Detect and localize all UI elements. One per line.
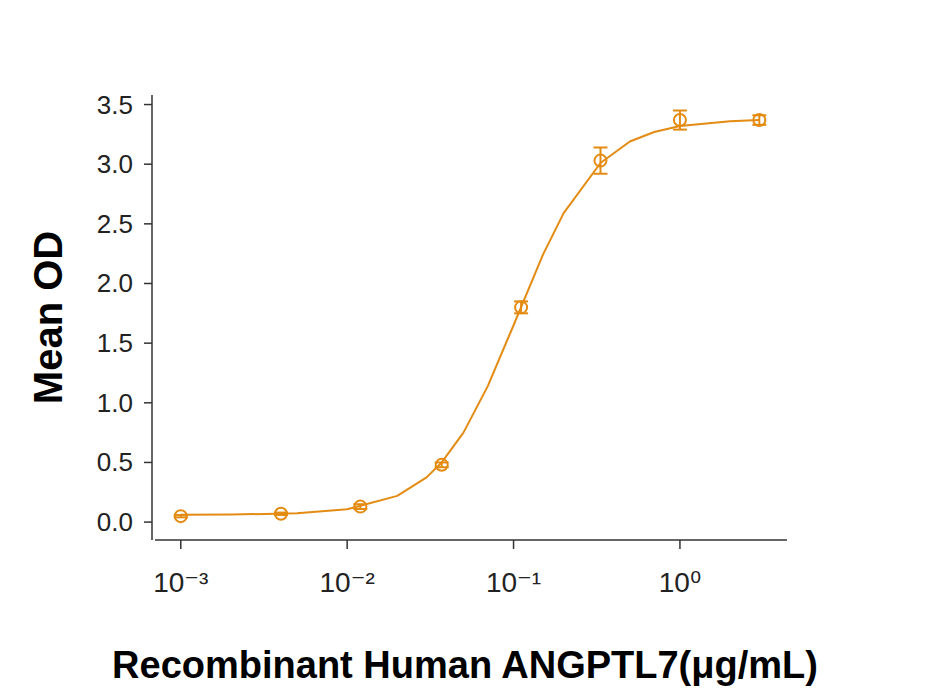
data-point — [674, 114, 686, 126]
y-tick-label: 1.5 — [97, 328, 133, 358]
plot-area — [174, 111, 767, 523]
y-axis-label: Mean OD — [26, 231, 70, 404]
error-stem — [599, 147, 601, 173]
y-axis — [151, 95, 153, 540]
y-tick-label: 2.0 — [97, 268, 133, 298]
x-tick — [180, 540, 182, 549]
error-cap — [673, 110, 687, 112]
y-tick-label: 0.5 — [97, 447, 133, 477]
x-tick — [513, 540, 515, 549]
y-tick — [144, 283, 152, 285]
x-tick-label: 10⁻¹ — [486, 567, 541, 598]
y-tick — [144, 223, 152, 225]
x-axis-label: Recombinant Human ANGPTL7(μg/mL) — [112, 644, 818, 686]
error-cap — [593, 146, 607, 148]
data-point — [175, 510, 187, 522]
y-tick-label: 1.0 — [97, 388, 133, 418]
y-tick — [144, 521, 152, 523]
y-tick-label: 3.0 — [97, 149, 133, 179]
y-tick-label: 3.5 — [97, 90, 133, 120]
y-tick — [144, 342, 152, 344]
x-tick-label: 10⁻² — [320, 567, 375, 598]
x-tick — [346, 540, 348, 549]
x-axis — [155, 539, 787, 541]
y-tick-label: 2.5 — [97, 209, 133, 239]
error-cap — [673, 129, 687, 131]
x-tick-label: 10⁰ — [659, 567, 701, 598]
y-tick-label: 0.0 — [97, 507, 133, 537]
y-tick — [144, 402, 152, 404]
error-cap — [593, 173, 607, 175]
chart: 0.0 0.5 1.0 1.5 2.0 2.5 3.0 3.5 10⁻³ 10⁻² 10⁻¹ 10⁰ M… — [0, 0, 931, 695]
y-tick — [144, 163, 152, 165]
x-tick-label: 10⁻³ — [153, 567, 208, 598]
x-tick — [679, 540, 681, 549]
y-tick — [144, 462, 152, 464]
y-tick — [144, 104, 152, 106]
fit-curve — [181, 120, 760, 515]
data-point — [436, 459, 448, 471]
